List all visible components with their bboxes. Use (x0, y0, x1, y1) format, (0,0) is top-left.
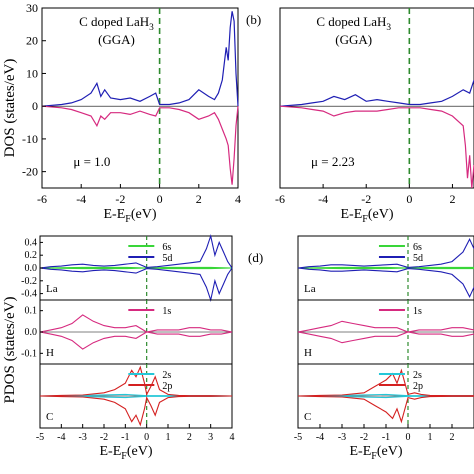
pdos-1s-down (297, 331, 474, 344)
x-tick-label: -5 (294, 432, 302, 443)
mu-annotation: μ = 2.23 (311, 154, 355, 169)
atom-label: La (304, 283, 316, 295)
pdos-2p-up (297, 368, 474, 397)
x-tick-label: -2 (100, 432, 108, 443)
x-axis-label-a: E-EF(eV) (103, 207, 156, 225)
dos-y-axis-label: DOS (states/eV) (2, 59, 18, 158)
x-tick-label: 4 (230, 432, 235, 443)
pdos-5d-up (39, 233, 233, 269)
y-tick-label: 0.0 (25, 327, 38, 338)
atom-label: C (46, 411, 53, 423)
pdos-2p-down (297, 395, 474, 424)
y-tick-label: 0 (32, 99, 38, 113)
y-tick-label: 30 (26, 1, 38, 15)
x-tick-label: 1 (166, 432, 171, 443)
x-tick-label: 0 (406, 192, 412, 206)
panel-title: C doped LaH3 (316, 14, 391, 33)
x-tick-label: -3 (338, 432, 346, 443)
pdos-2p-down (39, 395, 233, 427)
x-tick-label: -3 (78, 432, 86, 443)
atom-label: C (304, 411, 311, 423)
y-tick-label: 0.0 (25, 263, 38, 274)
pdos-2p-up (39, 365, 233, 397)
y-tick-label: 0.2 (25, 250, 38, 261)
x-tick-label: -1 (121, 432, 129, 443)
x-tick-label: 2 (449, 192, 455, 206)
pdos-1s-up (39, 314, 233, 333)
x-tick-label: 0 (157, 192, 163, 206)
spin-up-series (41, 11, 239, 107)
x-tick-label: -6 (275, 192, 285, 206)
pdos-5d-up (297, 237, 474, 269)
legend-label: 1s (413, 306, 422, 317)
legend-label: 5d (413, 253, 423, 264)
x-axis-label-pdos: E-EF(eV) (349, 444, 402, 462)
x-tick-label: 0 (144, 432, 149, 443)
atom-label: La (46, 283, 58, 295)
x-tick-label: 3 (208, 432, 213, 443)
x-tick-label: 4 (235, 192, 241, 206)
legend-label: 2s (162, 370, 171, 381)
pdos-1s-down (39, 331, 233, 350)
y-tick-label: -0.2 (21, 276, 37, 287)
panel-title: C doped LaH3 (79, 14, 154, 33)
panel-subtitle: (GGA) (98, 32, 135, 47)
x-tick-label: -6 (37, 192, 47, 206)
y-tick-label: -0.1 (21, 348, 37, 359)
x-tick-label: -4 (316, 432, 324, 443)
x-axis-label-a: E-EF(eV) (340, 207, 393, 225)
panel-a-frame (41, 7, 239, 189)
legend-label: 2p (162, 381, 172, 392)
spin-up-series (279, 79, 474, 107)
x-tick-label: 2 (187, 432, 192, 443)
x-tick-label: 0 (406, 432, 411, 443)
pdos-6s-down (297, 267, 474, 270)
legend-label: 6s (162, 242, 171, 253)
pdos-5d-down (297, 267, 474, 299)
x-tick-label: -2 (360, 432, 368, 443)
atom-label: H (46, 347, 54, 359)
pdos-y-axis-label: PDOS (states/eV) (2, 296, 18, 403)
panel-subtitle: (GGA) (335, 32, 372, 47)
y-tick-label: -10 (22, 132, 38, 146)
legend-label: 6s (413, 242, 422, 253)
mu-annotation: μ = 1.0 (73, 154, 110, 169)
y-tick-label: -0.4 (21, 289, 37, 300)
pdos-5d-down (39, 267, 233, 303)
y-tick-label: 20 (26, 34, 38, 48)
x-tick-label: 1 (428, 432, 433, 443)
x-tick-label: -2 (115, 192, 125, 206)
x-tick-label: -2 (361, 192, 371, 206)
x-tick-label: -4 (57, 432, 65, 443)
x-tick-label: -1 (382, 432, 390, 443)
y-tick-label: -20 (22, 165, 38, 179)
y-tick-label: 0.1 (25, 306, 38, 317)
x-tick-label: -4 (76, 192, 86, 206)
y-tick-label: 0.4 (25, 237, 38, 248)
panel-b-tag: (b) (246, 12, 261, 27)
panel-d-tag: (d) (248, 250, 263, 265)
x-axis-label-pdos: E-EF(eV) (99, 444, 152, 462)
legend-label: 5d (162, 253, 172, 264)
legend-label: 1s (162, 306, 171, 317)
pdos-1s-up (297, 320, 474, 333)
spin-down-series (279, 105, 474, 189)
x-tick-label: -4 (318, 192, 328, 206)
y-tick-label: 10 (26, 66, 38, 80)
spin-down-series (41, 105, 239, 185)
atom-label: H (304, 347, 312, 359)
legend-label: 2p (413, 381, 423, 392)
pdos-6s-down (39, 267, 233, 270)
x-tick-label: -5 (36, 432, 44, 443)
x-tick-label: 2 (450, 432, 455, 443)
pdos-6s-up (297, 266, 474, 269)
panel-b-frame (279, 7, 474, 189)
x-tick-label: 2 (196, 192, 202, 206)
legend-label: 2s (413, 370, 422, 381)
